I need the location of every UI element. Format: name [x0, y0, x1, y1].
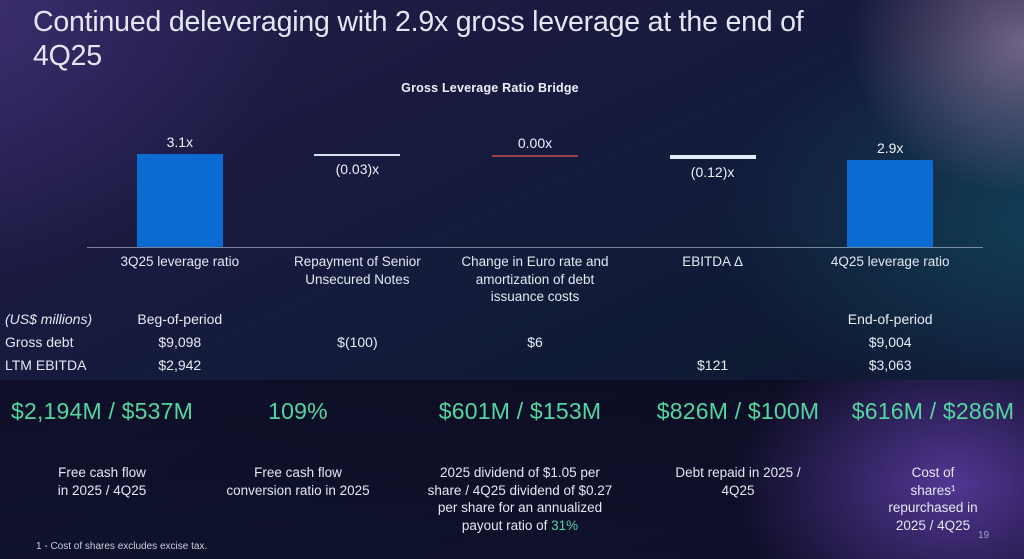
kpi-label-text: Debt repaid in 2025 / 4Q25	[675, 465, 801, 498]
table-cell: $2,942	[158, 357, 202, 373]
kpi-value: $616M / $286M	[851, 398, 1015, 424]
bar-value-label: (0.03)x	[335, 161, 380, 177]
table-cell: $(100)	[337, 334, 378, 350]
leverage-bridge-chart: 3.1x (0.03)x 0.00x (0.12)x 2.9x	[87, 120, 983, 248]
leverage-bar	[136, 154, 223, 247]
table-cell: $121	[697, 357, 729, 373]
table-row-label: LTM EBITDA	[5, 357, 87, 373]
leverage-table: (US$ millions) Beg-of-period End-of-period…	[0, 311, 1024, 377]
bar-value-label: 0.00x	[517, 135, 553, 151]
table-cell: $6	[527, 334, 543, 350]
kpi-label-text: Free cash flow in 2025 / 4Q25	[57, 465, 147, 498]
bar-value-label: 2.9x	[876, 140, 904, 156]
page-title: Continued deleveraging with 2.9x gross l…	[33, 6, 804, 72]
leverage-bar	[847, 160, 934, 247]
table-cell: End-of-period	[847, 311, 933, 327]
category-label: 3Q25 leverage ratio	[120, 254, 240, 269]
chart-baseline	[87, 247, 983, 248]
chart-title: Gross Leverage Ratio Bridge	[401, 81, 579, 95]
table-row: Gross debt $9,098 $(100) $6 $9,004	[0, 334, 1024, 354]
category-label: Repayment of Senior Unsecured Notes	[293, 254, 421, 287]
kpi-value: $826M / $100M	[656, 398, 820, 424]
bridge-connector	[492, 155, 578, 157]
bar-value-label: 3.1x	[166, 134, 194, 150]
kpi-band-background	[0, 380, 1024, 559]
footnote: 1 - Cost of shares excludes excise tax.	[36, 541, 208, 552]
chart-categories: 3Q25 leverage ratio Repayment of Senior U…	[91, 253, 979, 309]
kpi-label: Cost of shares¹ repurchased in 2025 / 4Q…	[833, 464, 1024, 534]
table-cell: $9,098	[158, 334, 202, 350]
kpi-label-text: Free cash flow conversion ratio in 2025	[226, 465, 370, 498]
kpi-value: 109%	[268, 398, 328, 424]
table-cell: $9,004	[868, 334, 912, 350]
kpi-label: Free cash flow conversion ratio in 2025	[178, 464, 418, 499]
category-label: 4Q25 leverage ratio	[830, 254, 950, 269]
bridge-connector	[669, 155, 756, 159]
kpi-value: $2,194M / $537M	[10, 398, 193, 424]
kpi-label: Debt repaid in 2025 / 4Q25	[628, 464, 848, 499]
page-number: 19	[978, 530, 990, 541]
kpi-value: $601M / $153M	[438, 398, 602, 424]
kpi-label: Free cash flow in 2025 / 4Q25	[0, 464, 217, 499]
kpi-highlight: 31%	[551, 517, 579, 533]
kpi-label-text: 2025 dividend of $1.05 per share / 4Q25 …	[427, 465, 613, 533]
category-label: EBITDA Δ	[682, 254, 743, 269]
category-label: Change in Euro rate and amortization of …	[461, 254, 609, 305]
kpi-label: 2025 dividend of $1.05 per share / 4Q25 …	[385, 464, 655, 534]
bridge-connector	[314, 154, 401, 156]
bar-value-label: (0.12)x	[690, 164, 735, 180]
table-row: LTM EBITDA $2,942 $121 $3,063	[0, 357, 1024, 377]
table-row-label: (US$ millions)	[5, 311, 93, 327]
table-cell: Beg-of-period	[137, 311, 223, 327]
table-row: (US$ millions) Beg-of-period End-of-period	[0, 311, 1024, 331]
table-cell: $3,063	[868, 357, 912, 373]
kpi-label-text: Cost of shares¹ repurchased in 2025 / 4Q…	[888, 465, 978, 533]
table-row-label: Gross debt	[5, 334, 74, 350]
